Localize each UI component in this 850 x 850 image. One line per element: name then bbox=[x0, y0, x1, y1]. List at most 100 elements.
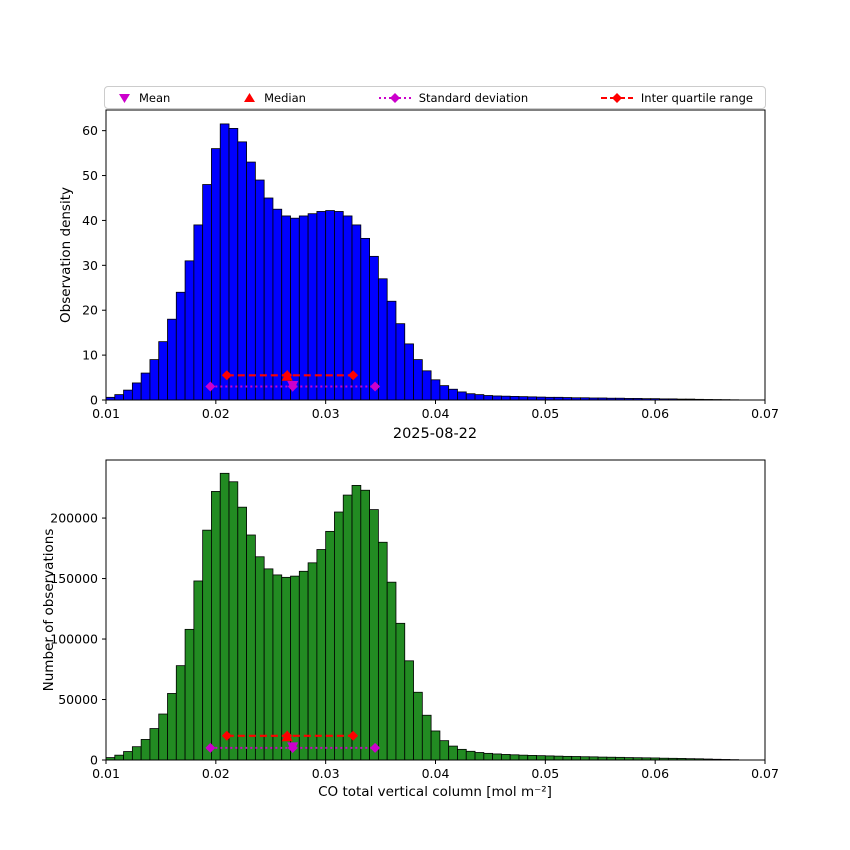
x-axis-label: CO total vertical column [mol m⁻²] bbox=[318, 784, 552, 800]
date-title: 2025-08-22 bbox=[392, 426, 478, 442]
histogram-bar bbox=[167, 318, 177, 401]
histogram-bar bbox=[149, 359, 160, 401]
histogram-bar bbox=[421, 714, 432, 761]
y-tick-label: 0 bbox=[90, 393, 98, 408]
y-tick-label: 50 bbox=[82, 168, 98, 183]
histogram-bar bbox=[123, 751, 133, 761]
legend-item-standard-deviation: Standard deviation bbox=[378, 91, 528, 105]
histogram-bar bbox=[237, 141, 247, 401]
histogram-bar bbox=[395, 622, 406, 761]
histogram-bar bbox=[290, 575, 300, 761]
histogram-bar bbox=[211, 491, 221, 761]
x-tick-label: 0.03 bbox=[312, 406, 340, 421]
histogram-bar bbox=[369, 255, 379, 401]
histogram-bar bbox=[184, 260, 195, 401]
x-tick-label: 0.01 bbox=[92, 766, 120, 781]
iqr-center-diamond bbox=[282, 370, 293, 381]
histogram-bar bbox=[404, 343, 414, 401]
histogram-bar bbox=[334, 211, 344, 401]
x-tick-label: 0.02 bbox=[202, 766, 230, 781]
iqr-right-diamond bbox=[348, 370, 359, 381]
x-tick-label: 0.04 bbox=[422, 406, 450, 421]
x-tick-label: 0.06 bbox=[641, 406, 669, 421]
legend-label-mean: Mean bbox=[139, 90, 171, 105]
histogram-bar bbox=[492, 753, 502, 761]
histogram-bar bbox=[175, 291, 186, 401]
histogram-bar bbox=[492, 395, 502, 401]
histogram-bar bbox=[439, 385, 450, 401]
median-triangle-up-icon bbox=[242, 92, 257, 104]
histogram-bar bbox=[413, 359, 423, 401]
histogram-bar bbox=[325, 210, 335, 401]
std-dev-center-diamond bbox=[287, 381, 298, 392]
histogram-bar bbox=[395, 323, 406, 401]
histogram-bar bbox=[544, 755, 555, 761]
histogram-bar bbox=[386, 581, 397, 761]
x-tick-label: 0.06 bbox=[641, 766, 669, 781]
histogram-bar bbox=[184, 628, 195, 761]
histogram-bar bbox=[509, 396, 520, 401]
histogram-bar bbox=[360, 237, 370, 401]
histogram-bar bbox=[219, 123, 230, 401]
histogram-bar bbox=[202, 529, 212, 761]
histogram-bar bbox=[254, 556, 265, 761]
x-tick-label: 0.07 bbox=[751, 406, 779, 421]
top-y-axis-label: Observation density bbox=[58, 187, 74, 323]
iqr-left-diamond bbox=[221, 370, 232, 381]
histogram-bar bbox=[465, 393, 476, 401]
x-tick-label: 0.01 bbox=[92, 406, 120, 421]
y-tick-label: 60 bbox=[82, 123, 98, 138]
x-tick-label: 0.05 bbox=[531, 406, 559, 421]
histogram-bar bbox=[114, 394, 124, 401]
legend-item-inter-quartile-range: Inter quartile range bbox=[600, 91, 753, 105]
histogram-bar bbox=[202, 184, 212, 401]
histogram-bar bbox=[448, 745, 458, 761]
histogram-bar bbox=[298, 215, 309, 401]
histogram-bar bbox=[254, 179, 265, 401]
histogram-bar bbox=[509, 754, 520, 761]
histogram-bar bbox=[290, 217, 300, 401]
histogram-bar bbox=[219, 472, 230, 761]
histogram-bar bbox=[448, 388, 458, 401]
histogram-bar bbox=[342, 215, 353, 401]
iqr-dashed-diamond-icon bbox=[600, 92, 634, 104]
histogram-bar bbox=[263, 197, 274, 401]
histogram-bar bbox=[211, 148, 221, 401]
histogram-bar bbox=[483, 752, 494, 761]
histogram-bar bbox=[553, 755, 564, 761]
histogram-bar bbox=[360, 489, 370, 761]
legend-item-median: Median bbox=[242, 91, 306, 105]
histogram-bar bbox=[307, 562, 318, 761]
bottom-y-axis-label: Number of observations bbox=[41, 528, 57, 692]
histogram-bar bbox=[465, 750, 476, 761]
histogram-bar bbox=[351, 484, 362, 761]
histogram-bar bbox=[369, 509, 379, 761]
histogram-bar bbox=[386, 300, 397, 401]
histogram-bar bbox=[175, 665, 186, 761]
histogram-bar bbox=[536, 755, 546, 761]
histogram-bar bbox=[421, 370, 432, 401]
y-tick-label: 30 bbox=[82, 258, 98, 273]
histogram-bar bbox=[404, 660, 414, 761]
histogram-bar bbox=[298, 570, 309, 761]
y-tick-label: 40 bbox=[82, 213, 98, 228]
histogram-bar bbox=[149, 728, 160, 761]
histogram-bar bbox=[237, 506, 247, 761]
histogram-bar bbox=[228, 128, 239, 401]
histogram-bar bbox=[228, 481, 239, 761]
legend-label-standard-deviation: Standard deviation bbox=[418, 90, 529, 105]
histogram-bar bbox=[316, 211, 327, 401]
histogram-bar bbox=[316, 549, 327, 761]
legend-item-mean: Mean bbox=[117, 91, 170, 105]
histogram-bar bbox=[439, 740, 450, 761]
histogram-bar bbox=[430, 379, 441, 401]
histogram-bar bbox=[571, 756, 581, 761]
y-tick-label: 150000 bbox=[50, 571, 98, 586]
histogram-bar bbox=[457, 391, 467, 401]
x-tick-label: 0.05 bbox=[531, 766, 559, 781]
x-tick-label: 0.02 bbox=[202, 406, 230, 421]
histogram-bar bbox=[500, 395, 511, 401]
histogram-bar bbox=[518, 754, 529, 761]
y-tick-label: 0 bbox=[90, 753, 98, 768]
